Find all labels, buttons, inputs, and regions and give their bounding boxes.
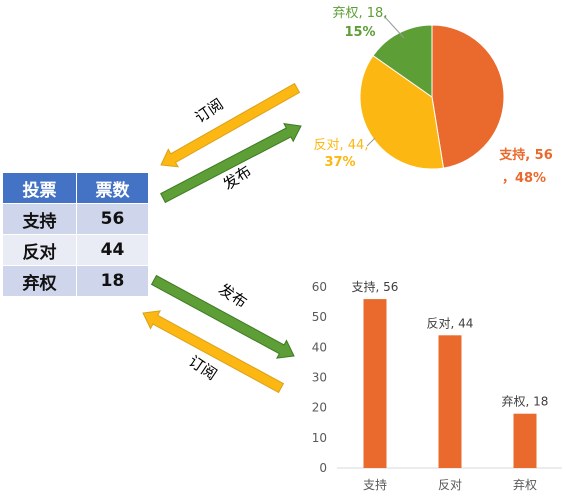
bar-data-label: 支持, 56 (352, 279, 399, 294)
y-tick-label: 40 (312, 340, 327, 354)
arrow-bottom-subscribe: 订阅 (142, 310, 285, 394)
y-tick-label: 0 (319, 461, 327, 475)
subscribe-arrow-shape (160, 82, 301, 168)
arrow-label-top-subscribe: 订阅 (192, 95, 227, 127)
pie-chart: 弃权, 18, 15% 反对, 44, 37% 支持, 56 ，48% (314, 5, 553, 186)
bar (438, 335, 462, 468)
table-row: 弃权 18 (2, 265, 149, 297)
pie-label-abstain-line1: 弃权, 18, (333, 5, 388, 21)
pie-slice-abstain (372, 24, 433, 98)
bar-x-axis-ticks: 支持 反对 弃权 (363, 477, 537, 492)
publish-arrow-shape (150, 274, 295, 359)
row-value: 56 (76, 203, 149, 235)
pie-slice-oppose (359, 54, 445, 170)
row-value: 18 (76, 265, 149, 297)
pie-leader-line-oppose (366, 137, 376, 147)
x-tick-label: 弃权 (513, 477, 537, 492)
bar-y-axis-ticks: 0 10 20 30 40 50 60 (312, 280, 327, 475)
arrow-bottom-publish: 发布 (150, 274, 295, 359)
publish-arrow-shape (160, 122, 302, 204)
table-header-row: 投票 票数 (2, 172, 149, 204)
x-tick-label: 反对 (438, 478, 462, 492)
bar (513, 413, 537, 468)
pie-slice-support (431, 24, 505, 169)
row-value: 44 (76, 234, 149, 266)
bar-data-label: 反对, 44 (427, 316, 474, 330)
pie-label-support-line2: ，48% (502, 171, 546, 186)
bar-chart: 0 10 20 30 40 50 60 支持, 56 反对, 44 弃权, 18 支持 反对 弃权 (312, 279, 562, 492)
header-count: 票数 (76, 172, 149, 204)
arrow-top-publish: 发布 (160, 122, 302, 204)
bar-data-labels: 支持, 56 反对, 44 弃权, 18 (352, 279, 549, 409)
arrow-top-subscribe: 订阅 (160, 82, 301, 168)
bar (363, 299, 387, 468)
y-tick-label: 20 (312, 401, 327, 415)
y-tick-label: 60 (312, 280, 327, 294)
y-tick-label: 10 (312, 431, 327, 445)
arrow-label-bottom-publish: 发布 (215, 280, 250, 312)
pie-label-oppose-line2: 37% (324, 155, 355, 170)
y-tick-label: 30 (312, 371, 327, 385)
table-row: 反对 44 (2, 234, 149, 266)
vote-table: 投票 票数 支持 56 反对 44 弃权 18 (2, 172, 149, 297)
header-vote: 投票 (2, 172, 77, 204)
pie-label-support-line1: 支持, 56 (498, 147, 553, 163)
pie-leader-line-abstain (383, 15, 405, 39)
subscribe-arrow-shape (142, 310, 285, 394)
bar-series (363, 299, 537, 468)
bar-data-label: 弃权, 18 (502, 394, 549, 409)
pie-label-oppose-line1: 反对, 44, (314, 138, 369, 153)
row-label: 反对 (2, 234, 77, 266)
pie-label-abstain-line2: 15% (344, 25, 375, 40)
x-tick-label: 支持 (363, 477, 387, 492)
row-label: 弃权 (2, 265, 77, 297)
y-tick-label: 50 (312, 310, 327, 324)
